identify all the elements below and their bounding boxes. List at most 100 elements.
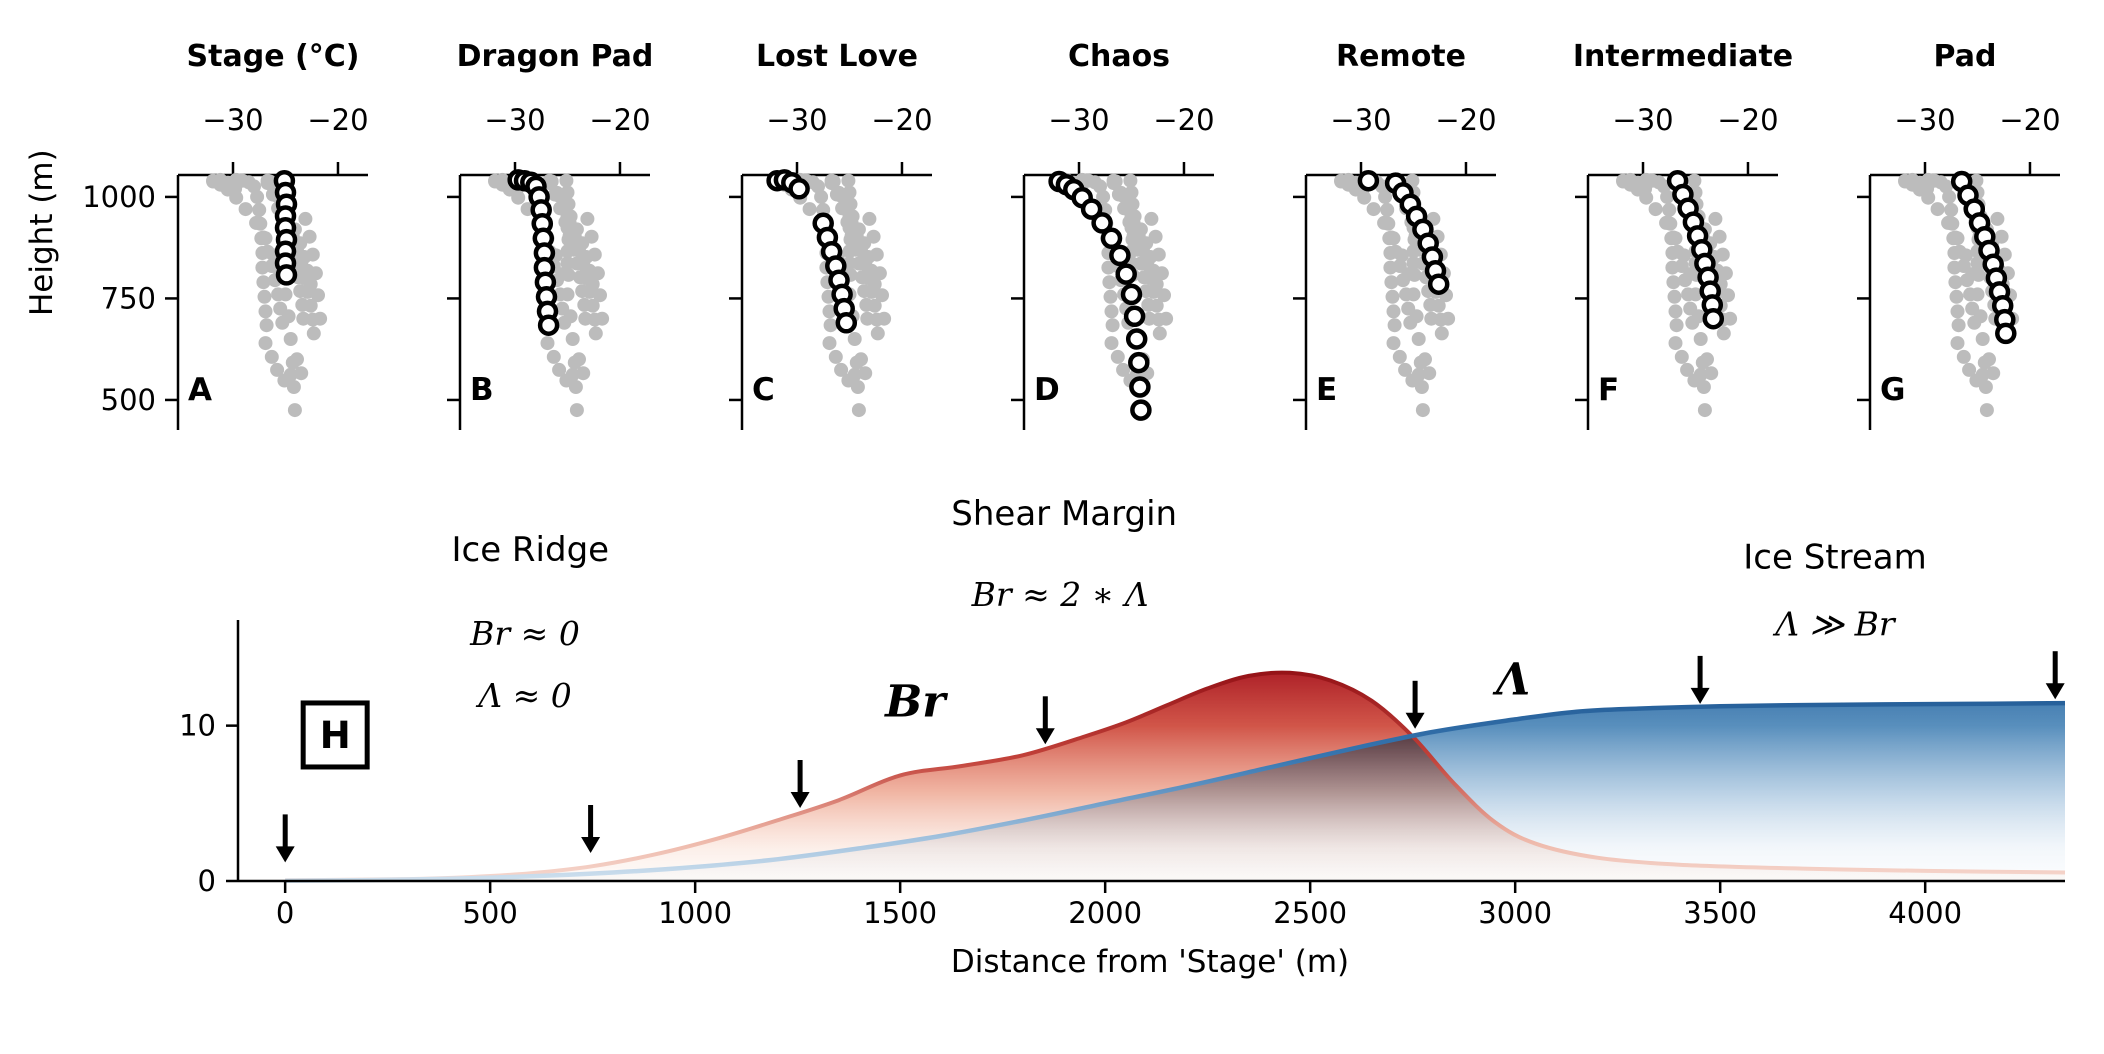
background-point	[802, 202, 817, 217]
station-point	[1995, 322, 2017, 345]
h-x-tick-label: 4000	[1888, 896, 1962, 930]
x-tick-label: −30	[1612, 103, 1673, 137]
background-point	[1718, 266, 1733, 281]
background-point	[1123, 173, 1138, 188]
station-arrow-head	[2045, 683, 2065, 700]
background-point	[559, 173, 574, 188]
curve-br	[285, 670, 2066, 883]
background-point	[258, 231, 273, 246]
background-point	[1712, 229, 1727, 244]
background-point	[834, 362, 849, 377]
background-point	[1151, 247, 1166, 262]
background-point	[1378, 189, 1393, 204]
background-point	[569, 403, 584, 418]
background-point	[1386, 231, 1401, 246]
background-point	[313, 311, 328, 326]
background-point	[1136, 243, 1150, 258]
station-arrow-head	[1405, 712, 1425, 729]
station-point	[1109, 244, 1131, 267]
profile-panel-F: Intermediate −30 −20 F	[1573, 39, 1793, 430]
br-series-label: Br	[883, 676, 948, 727]
background-point	[1093, 179, 1107, 194]
background-point	[1385, 289, 1400, 304]
background-point	[1668, 336, 1683, 351]
h-x-tick-label: 2500	[1273, 896, 1347, 930]
background-point	[262, 174, 277, 189]
background-point	[1939, 179, 1953, 194]
background-point	[1704, 366, 1719, 381]
profile-panel-C: Lost Love −30 −20 C	[729, 39, 933, 430]
background-point	[552, 362, 567, 377]
background-point	[1152, 326, 1167, 341]
background-point	[858, 257, 873, 272]
shear-margin-label: Shear Margin	[951, 494, 1177, 534]
station-point	[835, 312, 858, 334]
background-point	[862, 211, 877, 226]
x-tick-label: −20	[1717, 103, 1778, 137]
background-point	[560, 287, 575, 302]
background-point	[861, 271, 876, 286]
background-point	[283, 367, 298, 382]
background-point	[1411, 332, 1426, 346]
h-x-tick-label: 3000	[1478, 896, 1552, 930]
profile-panel-A: Stage (°C) −30 −20 1000 750 500 A	[82, 39, 369, 430]
background-point	[870, 326, 885, 341]
station-arrow-head	[790, 792, 810, 808]
lambda-series-label: Λ	[1492, 655, 1530, 706]
background-point	[562, 215, 577, 230]
background-point	[1925, 173, 1940, 188]
background-point	[252, 202, 267, 217]
background-point	[1669, 318, 1684, 333]
background-point	[854, 243, 868, 258]
background-point	[1398, 362, 1413, 377]
background-point	[557, 202, 572, 217]
station-point	[1115, 263, 1137, 285]
panel-letter-D: D	[1034, 372, 1060, 408]
panel-title-B: Dragon Pad	[457, 39, 654, 74]
background-point	[259, 318, 274, 333]
background-point	[294, 257, 309, 272]
background-point	[1357, 190, 1372, 205]
background-point	[1116, 362, 1131, 377]
background-point	[290, 352, 304, 367]
background-point	[867, 298, 882, 313]
h-y-tick-label: 10	[179, 709, 216, 743]
background-point	[287, 403, 302, 418]
background-point	[294, 366, 309, 381]
h-x-tick-label: 2000	[1068, 896, 1142, 930]
background-point	[1942, 189, 1957, 204]
background-point	[584, 229, 599, 244]
station-point	[1080, 198, 1103, 220]
background-point	[283, 332, 298, 346]
background-point	[1105, 318, 1120, 333]
background-point	[579, 271, 594, 286]
background-point	[302, 229, 317, 244]
background-point	[565, 367, 580, 382]
background-point	[1950, 336, 1965, 351]
background-point	[1431, 298, 1446, 313]
background-point	[1157, 288, 1171, 303]
x-tick-label: −30	[1894, 103, 1955, 137]
x-tick-label: −20	[871, 103, 932, 137]
background-point	[1948, 275, 1963, 290]
panel-letter-E: E	[1316, 372, 1337, 408]
background-point	[250, 189, 265, 204]
y-tick-label: 1000	[82, 180, 156, 214]
background-point	[1110, 349, 1125, 364]
background-point	[854, 352, 868, 367]
background-point	[572, 352, 586, 367]
background-point	[1975, 332, 1990, 346]
background-point	[875, 288, 889, 303]
background-point	[872, 266, 887, 281]
background-point	[258, 336, 273, 351]
background-point	[1668, 304, 1683, 319]
background-point	[1962, 362, 1977, 377]
background-point	[1662, 202, 1677, 217]
background-point	[1674, 349, 1689, 364]
station-point	[1128, 351, 1150, 374]
background-point	[229, 190, 244, 205]
background-point	[1441, 311, 1456, 326]
background-point	[1691, 309, 1706, 324]
background-point	[563, 309, 578, 324]
h-x-tick-label: 1000	[658, 896, 732, 930]
